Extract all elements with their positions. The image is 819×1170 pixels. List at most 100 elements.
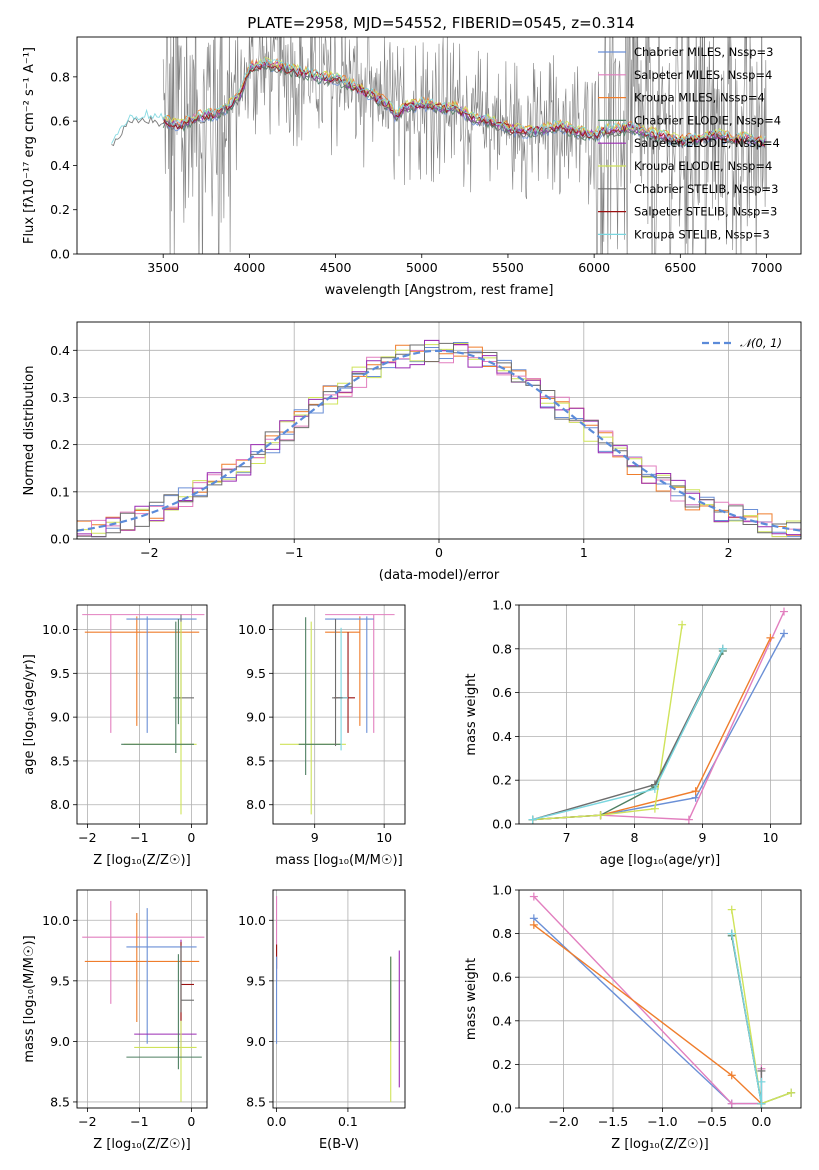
x-tick-label: 7000 [751, 260, 783, 275]
weight-marker [650, 784, 659, 793]
x-tick-label: 4000 [233, 260, 265, 275]
panel-weight-vs-age: 7 8 9 10 0.0 0.2 0.4 0.6 0.8 1.0 age [log₁₀(age/yr… [464, 598, 802, 868]
y-tick-label: 9.0 [50, 710, 70, 725]
histogram-step-5 [77, 342, 801, 538]
x-tick-label: 3500 [147, 260, 179, 275]
weight-line-5 [532, 648, 724, 821]
x-tick-label: −1.0 [647, 1114, 677, 1129]
plot-area [111, 37, 767, 254]
model-line-8 [111, 56, 766, 144]
y-tick-label: 0.8 [50, 69, 70, 84]
errorbar-point-6 [337, 627, 349, 751]
x-tick-label: −2.0 [548, 1114, 578, 1129]
errorbar-point-5 [126, 954, 202, 1070]
x-tick-label: 8 [631, 830, 639, 845]
legend-entry: Kroupa ELODIE, Nssp=4 [634, 159, 772, 173]
x-tick-label: 0 [187, 830, 195, 845]
x-tick-label: −0.5 [697, 1114, 727, 1129]
y-tick-label: 8.5 [50, 753, 70, 768]
y-tick-label: 9.0 [50, 1034, 70, 1049]
legend-entry: Salpeter ELODIE, Nssp=4 [634, 136, 780, 150]
weight-marker [718, 644, 727, 653]
x-tick-label: 4500 [320, 260, 352, 275]
weight-line-6 [731, 933, 763, 1104]
y-axis-label: mass [log₁₀(M/M☉)] [22, 935, 37, 1062]
x-tick-label: −1 [285, 545, 303, 560]
figure-title: PLATE=2958, MJD=54552, FIBERID=0545, z=0… [247, 14, 634, 32]
y-axis-label: Normed distribution [22, 366, 37, 496]
plot-area [77, 322, 801, 539]
weight-marker [529, 920, 538, 929]
y-tick-label: 9.0 [246, 710, 266, 725]
panel-mass-vs-EBV: 0.0 0.1 8.5 9.0 9.5 10.0 E(B-V) [238, 889, 406, 1152]
y-tick-label: 0.1 [50, 484, 70, 499]
y-tick-label: 8.5 [50, 1094, 70, 1109]
axes-frame [76, 604, 208, 825]
x-tick-label: −1.5 [598, 1114, 628, 1129]
y-tick-label: 0.6 [50, 114, 70, 129]
x-tick-label: 10 [762, 830, 778, 845]
y-tick-label: 8.5 [246, 1094, 266, 1109]
axes-frame [518, 889, 802, 1109]
plot-area [273, 890, 405, 1108]
legend-entry: Salpeter STELIB, Nssp=3 [634, 205, 777, 219]
x-tick-label: 0.0 [267, 1114, 287, 1129]
axes-frame [76, 36, 802, 255]
errorbar-point-2 [126, 616, 197, 733]
x-tick-label: 2 [725, 545, 733, 560]
panel-spectrum: 3500 4000 4500 5000 5500 6000 6500 7000 0.0 0.2 0.… [22, 36, 802, 298]
y-tick-label: 0.6 [492, 970, 512, 985]
y-tick-label: 8.0 [246, 797, 266, 812]
weight-marker [529, 892, 538, 901]
y-tick-label: 0.8 [492, 926, 512, 941]
plot-area [77, 890, 207, 1108]
weight-marker [678, 620, 687, 629]
legend-entry: Kroupa STELIB, Nssp=3 [634, 227, 770, 241]
x-axis-label: Z [log₁₀(Z/Z☉)] [93, 853, 190, 868]
errorbar-point-5 [123, 621, 197, 815]
plot-area [519, 890, 801, 1108]
weight-marker [787, 1088, 796, 1097]
axes-frame [272, 889, 406, 1109]
errorbar-point-0 [82, 900, 205, 1004]
errorbar-point-0 [325, 614, 395, 733]
x-axis-label: wavelength [Angstrom, rest frame] [325, 283, 554, 298]
x-axis-label: Z [log₁₀(Z/Z☉)] [611, 1137, 708, 1152]
y-tick-label: 0.2 [492, 773, 512, 788]
x-tick-label: 5500 [492, 260, 524, 275]
panel-mass-vs-Z: −2 −1 0 8.5 9.0 9.5 10.0 Z [log₁₀(Z/Z☉)] mass [l… [22, 889, 208, 1152]
errorbar-point-7 [180, 945, 194, 1013]
y-tick-label: 10.0 [42, 913, 70, 928]
y-tick-label: 0.4 [492, 729, 512, 744]
y-tick-label: 0.0 [492, 817, 512, 832]
legend-entry: Chabrier MILES, Nssp=3 [634, 45, 773, 59]
x-tick-label: 10 [376, 830, 392, 845]
weight-marker [757, 1099, 766, 1108]
weight-marker [596, 811, 605, 820]
legend-entry: Salpeter MILES, Nssp=4 [634, 68, 772, 82]
axes-frame [76, 889, 208, 1109]
y-tick-label: 9.5 [50, 973, 70, 988]
weight-line-0 [532, 633, 785, 821]
y-tick-label: 9.5 [50, 666, 70, 681]
weight-marker [757, 1066, 766, 1075]
y-tick-label: 10.0 [238, 913, 266, 928]
weight-line-3 [532, 650, 724, 821]
weight-marker [780, 629, 789, 638]
x-tick-label: −1 [130, 1114, 148, 1129]
axes-frame [272, 604, 406, 825]
weight-marker [528, 815, 537, 824]
y-tick-label: 0.2 [50, 202, 70, 217]
weight-marker [650, 804, 659, 813]
y-tick-label: 1.0 [492, 598, 512, 613]
x-tick-label: 5000 [406, 260, 438, 275]
y-tick-label: 0.4 [50, 343, 70, 358]
x-tick-label: −2 [78, 1114, 96, 1129]
y-tick-label: 0.6 [492, 685, 512, 700]
data-spectrum-line [162, 37, 767, 254]
x-tick-label: 6000 [578, 260, 610, 275]
panel-weight-vs-Z: −2.0 −1.5 −1.0 −0.5 0.0 0.0 0.2 0.4 0.6 0.8 1.0 Z [… [464, 883, 802, 1152]
y-tick-label: 0.2 [50, 437, 70, 452]
model-line-6 [111, 61, 766, 149]
